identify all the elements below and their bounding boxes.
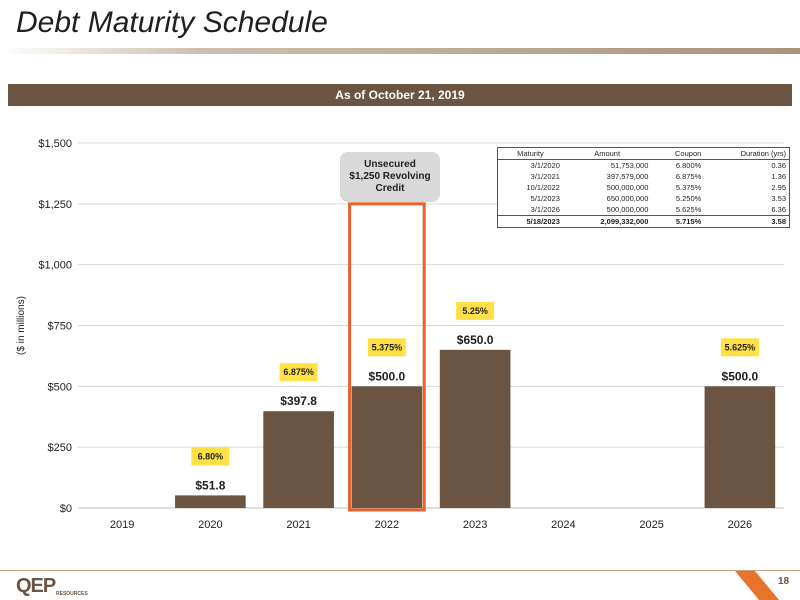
y-tick-label: $250 (48, 442, 72, 454)
table-cell: 1.36 (771, 172, 786, 181)
bar-2022 (351, 386, 423, 508)
table-cell: 6.36 (771, 205, 786, 214)
x-tick-label: 2020 (198, 519, 222, 531)
footer-chevron-graphic (735, 571, 779, 600)
table-cell: 0.36 (771, 161, 786, 170)
table-cell: 3.53 (771, 194, 786, 203)
table-cell: 2,099,332,000 (562, 215, 652, 228)
table-cell: 5.375% (675, 183, 702, 192)
table-cell: 5/1/2023 (530, 194, 560, 203)
bar-2021 (263, 411, 334, 508)
table-cell: 51,753,000 (610, 161, 649, 170)
table-cell: 500,000,000 (606, 183, 649, 192)
x-tick-label: 2024 (551, 519, 575, 531)
table-row: 3/1/2021 397,579,000 6.875% 1.36 (498, 171, 790, 182)
bar-2026 (704, 386, 776, 508)
table-cell: 3/1/2020 (530, 161, 560, 170)
data-label: $500.0 (722, 369, 759, 383)
table-cell: 5.625% (675, 205, 702, 214)
data-label: $397.8 (280, 394, 317, 408)
page-number: 18 (778, 576, 790, 587)
coupon-label: 5.375% (372, 342, 403, 352)
data-label: $500.0 (369, 369, 406, 383)
table-cell: 3/1/2026 (530, 205, 560, 214)
table-cell: 397,579,000 (606, 172, 649, 181)
coupon-box (191, 447, 230, 466)
table-row: 5/1/2023 650,000,000 5.250% 3.53 (498, 193, 790, 204)
company-logo-subtitle: RESOURCES (56, 591, 88, 597)
table-row: 3/1/2026 500,000,000 5.625% 6.36 (498, 204, 790, 216)
y-axis-title: ($ in millions) (16, 296, 27, 355)
table-cell: 500,000,000 (606, 205, 649, 214)
bar-2020 (175, 495, 246, 508)
table-cell: 5/18/2023 (497, 215, 563, 228)
revolver-callout-line1: Unsecured (364, 159, 416, 170)
revolver-outline (348, 202, 426, 512)
table-cell: 10/1/2022 (526, 183, 560, 192)
company-logo: QEP (16, 575, 56, 597)
coupon-box (720, 338, 759, 357)
x-tick-label: 2021 (286, 519, 310, 531)
table-header-coupon: Coupon (651, 147, 705, 160)
x-tick-label: 2022 (375, 519, 399, 531)
coupon-label: 5.625% (725, 342, 756, 352)
table-header-duration: Duration (yrs) (704, 147, 790, 160)
y-tick-label: $1,500 (38, 138, 72, 150)
table-cell: 3.58 (704, 215, 790, 228)
as-of-banner: As of October 21, 2019 (8, 84, 792, 106)
table-cell: 6.800% (675, 161, 702, 170)
page-title: Debt Maturity Schedule (16, 6, 328, 39)
table-cell: 6.875% (675, 172, 702, 181)
table-row: 10/1/2022 500,000,000 5.375% 2.95 (498, 182, 790, 193)
table-cell: 3/1/2021 (530, 172, 560, 181)
x-tick-label: 2025 (639, 519, 663, 531)
data-label: $650.0 (457, 333, 494, 347)
table-header-amount: Amount (562, 147, 652, 160)
debt-maturity-chart: $0 $250 $500 $750 $1,000 $1,250 $1,500 ($ in mi… (16, 138, 784, 531)
coupon-box (456, 301, 495, 320)
table-total-row: 5/18/2023 2,099,332,000 5.715% 3.58 (497, 215, 790, 228)
y-tick-label: $1,000 (38, 260, 72, 272)
x-tick-label: 2023 (463, 519, 487, 531)
table-cell: 5.715% (651, 215, 705, 228)
x-tick-label: 2026 (728, 519, 752, 531)
revolver-callout-line3: Credit (375, 183, 405, 194)
y-tick-label: $500 (48, 381, 72, 393)
y-tick-label: $1,250 (38, 199, 72, 211)
y-tick-label: $750 (48, 321, 72, 333)
coupon-box (367, 338, 406, 357)
revolver-callout: Unsecured $1,250 Revolving Credit (340, 152, 440, 202)
title-rule (0, 48, 800, 54)
coupon-label: 6.80% (198, 451, 224, 461)
x-tick-label: 2019 (110, 519, 134, 531)
coupon-label: 6.875% (283, 367, 314, 377)
table-row: 3/1/2020 51,753,000 6.800% 0.36 (498, 160, 790, 172)
data-label: $51.8 (195, 478, 225, 492)
bar-2023 (439, 349, 511, 508)
table-header-row: Maturity Amount Coupon Duration (yrs) (497, 147, 790, 160)
coupon-label: 5.25% (462, 306, 488, 316)
table-cell: 5.250% (675, 194, 702, 203)
table-header-maturity: Maturity (497, 147, 563, 160)
revolver-callout-line2: $1,250 Revolving (349, 171, 431, 182)
maturity-table: Maturity Amount Coupon Duration (yrs) 3/… (497, 147, 790, 228)
table-cell: 2.95 (771, 183, 786, 192)
footer-rule (0, 570, 800, 571)
y-tick-label: $0 (60, 503, 72, 515)
table-cell: 650,000,000 (606, 194, 649, 203)
coupon-box (279, 363, 318, 382)
